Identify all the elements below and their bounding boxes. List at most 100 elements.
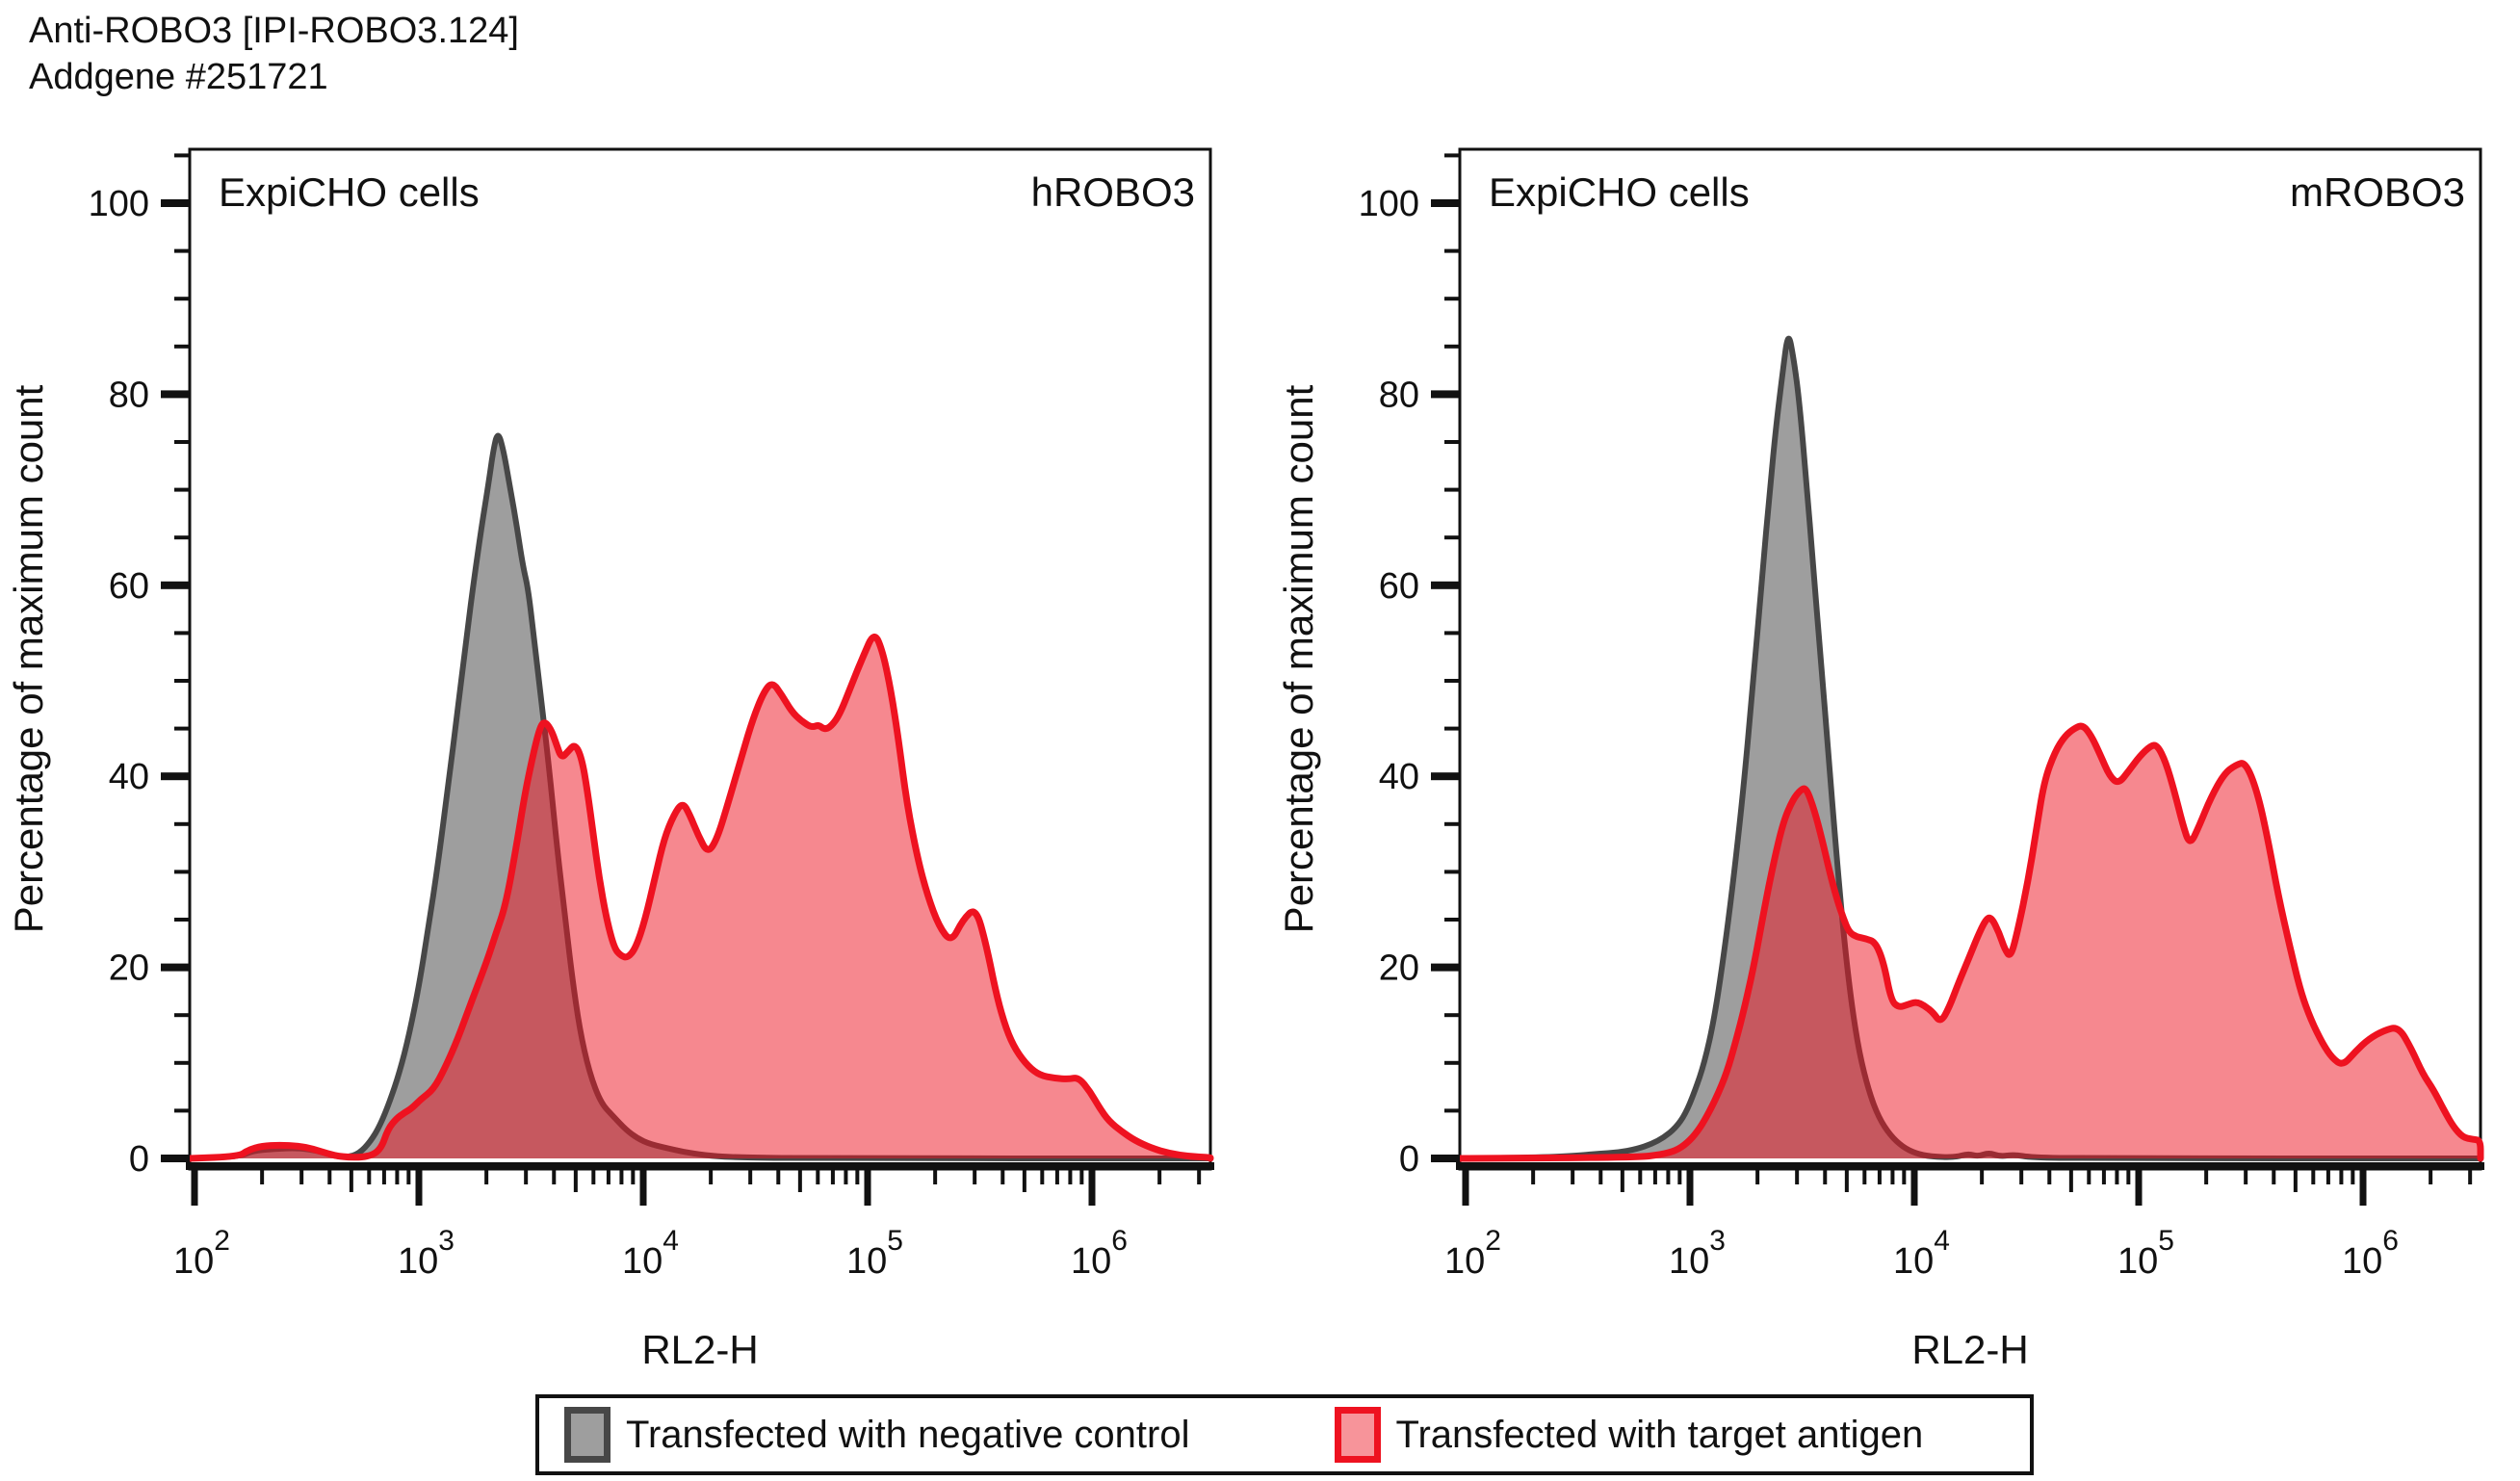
x-minor-tick xyxy=(1571,1169,1575,1184)
x-minor-tick xyxy=(748,1169,753,1184)
x-minor-tick xyxy=(524,1169,529,1184)
x-minor-tick xyxy=(367,1169,372,1184)
x-minor-tick xyxy=(1598,1169,1603,1184)
y-tick-label: 100 xyxy=(89,184,149,224)
x-minor-tick xyxy=(484,1169,489,1184)
x-minor-tick xyxy=(2272,1169,2276,1184)
x-minor-tick xyxy=(797,1169,802,1192)
y-minor-tick xyxy=(1444,153,1460,158)
target-antigen-outline xyxy=(186,633,1214,1162)
x-tick-label: 105 xyxy=(2117,1225,2174,1282)
x-major-tick xyxy=(1910,1169,1918,1206)
y-tick-label: 0 xyxy=(129,1139,149,1180)
x-minor-tick xyxy=(2126,1169,2131,1184)
y-tick-label: 80 xyxy=(1379,375,1419,415)
y-tick-label: 20 xyxy=(109,948,149,989)
negative-control-swatch-icon xyxy=(564,1407,611,1463)
x-major-tick xyxy=(1686,1169,1694,1206)
x-minor-tick xyxy=(2101,1169,2106,1184)
x-minor-tick xyxy=(1795,1169,1800,1184)
y-minor-tick xyxy=(174,1108,190,1113)
y-minor-tick xyxy=(174,344,190,349)
x-minor-tick xyxy=(2244,1169,2248,1184)
figure-title: Anti-ROBO3 [IPI-ROBO3.124] Addgene #2517… xyxy=(29,8,519,100)
x-minor-tick xyxy=(327,1169,332,1184)
y-tick-label: 40 xyxy=(109,757,149,797)
y-minor-tick xyxy=(174,1013,190,1018)
x-minor-tick xyxy=(1877,1169,1882,1184)
panel-label-antigen: mROBO3 xyxy=(2290,169,2465,215)
panel-label-cells: ExpiCHO cells xyxy=(219,169,480,215)
x-minor-tick xyxy=(2068,1169,2073,1192)
x-minor-tick xyxy=(830,1169,835,1184)
y-tick-label: 60 xyxy=(109,566,149,607)
x-major-tick xyxy=(2135,1169,2143,1206)
y-minor-tick xyxy=(1444,440,1460,444)
x-major-tick xyxy=(1088,1169,1096,1206)
x-axis-baseline xyxy=(1456,1162,2484,1170)
x-major-tick xyxy=(191,1169,198,1206)
y-minor-tick xyxy=(174,631,190,636)
x-tick-label: 103 xyxy=(1669,1225,1726,1282)
x-minor-tick xyxy=(1079,1169,1084,1184)
y-tick-label: 100 xyxy=(1359,184,1419,224)
x-minor-tick xyxy=(299,1169,304,1184)
x-minor-tick xyxy=(1620,1169,1624,1192)
x-major-tick xyxy=(864,1169,871,1206)
x-tick-label: 104 xyxy=(622,1225,679,1282)
y-major-tick xyxy=(161,199,190,207)
x-minor-tick xyxy=(816,1169,820,1184)
x-minor-tick xyxy=(1980,1169,1985,1184)
y-minor-tick xyxy=(174,1060,190,1065)
legend-item-negative-control: Transfected with negative control xyxy=(564,1407,1190,1463)
x-minor-tick xyxy=(855,1169,860,1184)
y-minor-tick xyxy=(174,918,190,922)
x-minor-tick xyxy=(1890,1169,1895,1184)
x-tick-label: 106 xyxy=(2342,1225,2399,1282)
y-minor-tick xyxy=(1444,631,1460,636)
x-minor-tick xyxy=(709,1169,714,1184)
y-minor-tick xyxy=(1444,535,1460,540)
y-tick-label: 80 xyxy=(109,375,149,415)
y-tick-label: 60 xyxy=(1379,566,1419,607)
y-minor-tick xyxy=(1444,344,1460,349)
x-tick-label: 102 xyxy=(1444,1225,1501,1282)
y-minor-tick xyxy=(1444,1013,1460,1018)
y-minor-tick xyxy=(174,679,190,683)
y-minor-tick xyxy=(1444,248,1460,253)
y-minor-tick xyxy=(174,248,190,253)
y-minor-tick xyxy=(1444,297,1460,301)
x-minor-tick xyxy=(1902,1169,1907,1184)
x-tick-label: 103 xyxy=(398,1225,455,1282)
x-minor-tick xyxy=(395,1169,400,1184)
x-minor-tick xyxy=(844,1169,848,1184)
figure-title-line1: Anti-ROBO3 [IPI-ROBO3.124] xyxy=(29,11,519,51)
y-major-tick xyxy=(1431,963,1460,972)
x-minor-tick xyxy=(1000,1169,1005,1184)
y-minor-tick xyxy=(174,726,190,731)
x-major-tick xyxy=(1462,1169,1469,1206)
y-minor-tick xyxy=(174,821,190,826)
y-axis-label: Percentage of maximum count xyxy=(1276,384,1321,933)
x-minor-tick xyxy=(1755,1169,1760,1184)
x-minor-tick xyxy=(619,1169,624,1184)
y-minor-tick xyxy=(1444,870,1460,874)
y-major-tick xyxy=(1431,772,1460,781)
y-tick-label: 0 xyxy=(1399,1139,1419,1180)
x-minor-tick xyxy=(2047,1169,2052,1184)
x-major-tick xyxy=(639,1169,647,1206)
x-minor-tick xyxy=(1022,1169,1026,1192)
panel-hROBO3: 0 20 40 60 80 100 102 103 104 105 106 ExpiCHO cells… xyxy=(6,147,1214,1372)
y-minor-tick xyxy=(174,153,190,158)
target-antigen-area xyxy=(1459,726,2481,1158)
y-major-tick xyxy=(1431,581,1460,589)
x-minor-tick xyxy=(260,1169,265,1184)
x-minor-tick xyxy=(2204,1169,2209,1184)
target-antigen-area xyxy=(189,637,1211,1158)
x-minor-tick xyxy=(406,1169,411,1184)
x-minor-tick xyxy=(2468,1169,2473,1184)
y-minor-tick xyxy=(1444,1108,1460,1113)
y-minor-tick xyxy=(1444,726,1460,731)
